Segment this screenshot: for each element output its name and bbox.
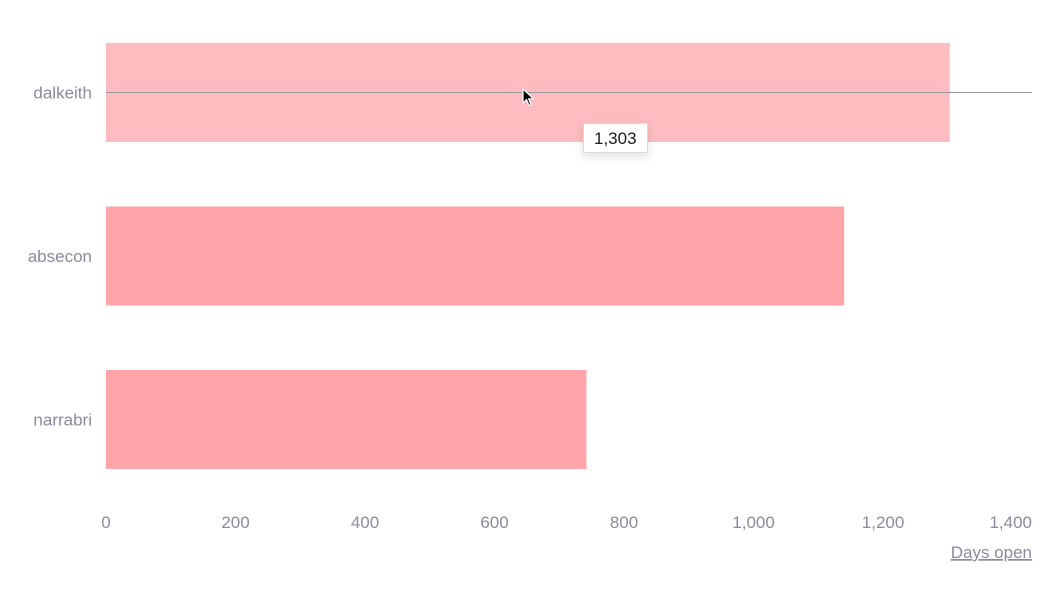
value-tooltip: 1,303 xyxy=(583,123,648,153)
category-label-narrabri: narrabri xyxy=(33,411,92,430)
mouse-pointer-icon xyxy=(522,88,535,107)
category-label-absecon: absecon xyxy=(28,247,92,266)
x-axis-ticks: 0 200 400 600 800 1,000 1,200 1,400 xyxy=(101,513,1032,532)
x-tick-label: 200 xyxy=(221,513,249,532)
x-axis-title[interactable]: Days open xyxy=(951,543,1032,562)
x-tick-label: 1,400 xyxy=(989,513,1032,532)
x-tick-label: 1,000 xyxy=(732,513,775,532)
x-tick-label: 1,200 xyxy=(862,513,905,532)
x-tick-label: 0 xyxy=(101,513,110,532)
bar-absecon[interactable] xyxy=(106,206,845,306)
x-tick-label: 600 xyxy=(480,513,508,532)
x-tick-label: 400 xyxy=(351,513,379,532)
category-label-dalkeith: dalkeith xyxy=(33,84,92,103)
bar-narrabri[interactable] xyxy=(106,370,587,469)
x-tick-label: 800 xyxy=(610,513,638,532)
category-labels: dalkeith absecon narrabri xyxy=(28,84,92,430)
